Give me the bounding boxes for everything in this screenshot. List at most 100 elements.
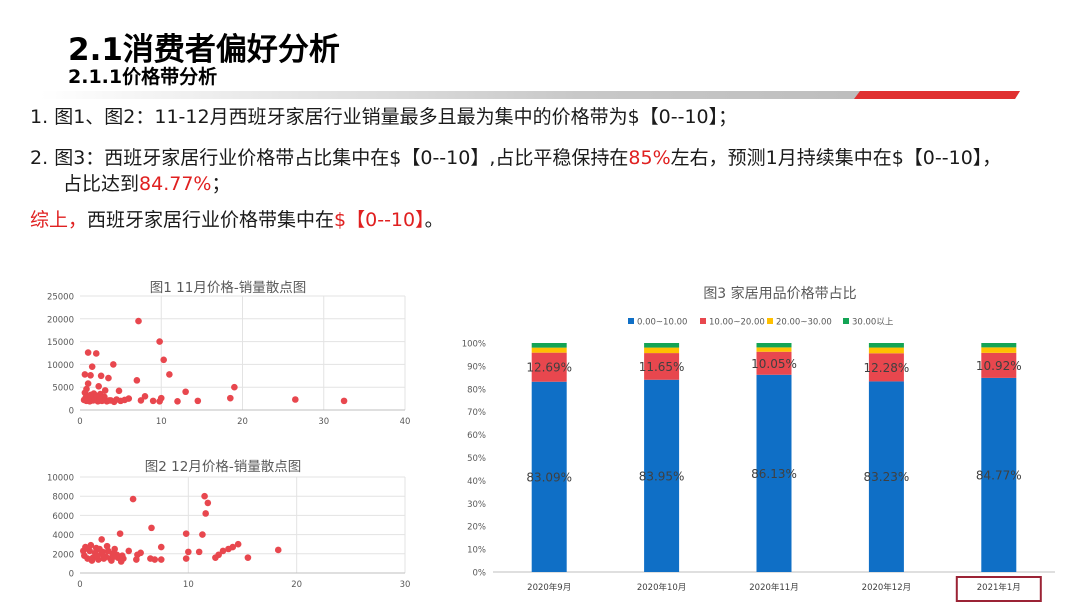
- data-point: [87, 391, 94, 399]
- legend-swatch: [700, 318, 706, 324]
- data-point: [110, 361, 117, 368]
- data-point: [225, 545, 232, 553]
- data-label: 10.92%: [976, 359, 1022, 373]
- y-tick-label: 25000: [47, 293, 74, 303]
- data-point: [292, 396, 299, 403]
- y-tick-label: 70%: [467, 408, 486, 418]
- conclusion-label: 综上，: [30, 209, 88, 231]
- data-label: 11.65%: [639, 360, 685, 374]
- data-point: [148, 524, 155, 532]
- bullet-2-text-a: 图3：西班牙家居行业价格带占比集中在$【0--10】,占比平稳保持在: [54, 147, 629, 169]
- scatter-chart-november: 图1 11月价格-销量散点图 0 5000 10000 15000 20000 25000…: [47, 280, 410, 427]
- data-label: 83.09%: [526, 470, 572, 484]
- data-point: [116, 530, 124, 537]
- data-point: [204, 499, 212, 507]
- x-tick-label: 0: [77, 580, 82, 590]
- data-point: [141, 393, 149, 400]
- y-tick-label: 10000: [47, 474, 74, 484]
- bar-segment: [981, 377, 1017, 572]
- data-point: [160, 356, 167, 364]
- bar-segment: [868, 343, 904, 348]
- data-point: [113, 396, 120, 403]
- y-tick-label: 4000: [52, 531, 74, 541]
- bar-segment: [981, 352, 1017, 378]
- data-point: [135, 317, 142, 325]
- data-point: [84, 380, 92, 387]
- data-point: [199, 531, 206, 538]
- data-point: [137, 397, 145, 404]
- conclusion-highlight: $【0--10】: [334, 209, 425, 231]
- y-tick-label: 8000: [52, 493, 74, 503]
- data-point: [82, 394, 89, 401]
- data-point: [244, 554, 252, 561]
- data-point: [120, 555, 127, 562]
- y-tick-label: 10%: [467, 546, 486, 556]
- data-point: [92, 350, 100, 357]
- data-label: 86.13%: [751, 467, 797, 481]
- y-tick-label: 40%: [467, 477, 486, 487]
- chart-title: 图3 家居用品价格带占比: [703, 285, 856, 302]
- bar-segment: [644, 347, 680, 354]
- data-point: [202, 510, 209, 517]
- legend-label: 10.00~20.00: [709, 318, 765, 328]
- data-point: [227, 394, 234, 402]
- highlight-box: [955, 576, 1042, 602]
- bar-segment: [756, 347, 792, 352]
- data-point: [96, 545, 103, 553]
- data-point: [133, 556, 140, 563]
- bar-segment: [531, 381, 567, 572]
- data-point: [182, 388, 189, 396]
- data-point: [94, 552, 101, 560]
- bullet-1-number: 1.: [30, 106, 49, 128]
- y-tick-label: 60%: [467, 431, 486, 441]
- data-point: [274, 546, 282, 554]
- page-title: 2.1消费者偏好分析: [68, 32, 340, 68]
- bullet-2-highlight-2: 84.77%: [139, 173, 212, 195]
- y-tick-label: 90%: [467, 362, 486, 372]
- data-point: [91, 396, 98, 404]
- legend-label: 30.00以上: [852, 318, 894, 328]
- data-point: [133, 377, 141, 384]
- data-point: [156, 398, 163, 405]
- bar-segment: [644, 353, 680, 380]
- bar-segment: [531, 347, 567, 353]
- bullet-1-text: 图1、图2：11-12月西班牙家居行业销量最多且最为集中的价格带为$【0--10…: [54, 106, 738, 128]
- bar-segment: [531, 352, 567, 382]
- conclusion: 综上，西班牙家居行业价格带集中在$【0--10】。: [30, 207, 444, 233]
- data-point: [95, 382, 102, 390]
- bar-segment: [868, 347, 904, 354]
- bullet-1: 1. 图1、图2：11-12月西班牙家居行业销量最多且最为集中的价格带为$【0-…: [30, 104, 737, 130]
- x-tick-label: 20: [291, 580, 302, 590]
- data-point: [182, 555, 190, 562]
- data-point: [105, 374, 112, 382]
- x-tick-label: 2020年10月: [637, 582, 686, 593]
- bullet-2-text-d: ；: [211, 173, 231, 195]
- data-point: [201, 492, 208, 500]
- bullet-2: 2. 图3：西班牙家居行业价格带占比集中在$【0--10】,占比平稳保持在85%…: [30, 145, 1001, 171]
- bullet-2-text-b: 左右，预测1月持续集中在$【0--10】，: [670, 147, 1002, 169]
- page-subtitle: 2.1.1价格带分析: [68, 66, 218, 88]
- data-point: [157, 543, 165, 551]
- legend-swatch: [628, 318, 634, 324]
- data-point: [96, 396, 103, 403]
- bar-segment: [756, 343, 792, 348]
- data-point: [156, 338, 163, 345]
- chart-title: 图2 12月价格-销量散点图: [145, 459, 301, 475]
- data-point: [166, 371, 173, 378]
- conclusion-end: 。: [424, 209, 444, 231]
- legend-label: 0.00~10.00: [637, 318, 687, 328]
- y-tick-label: 100%: [462, 340, 486, 350]
- data-point: [340, 397, 348, 405]
- bar-segment: [531, 343, 567, 348]
- bar-segment: [868, 353, 904, 382]
- x-tick-label: 20: [237, 417, 248, 427]
- bar-segment: [868, 381, 904, 572]
- y-tick-label: 15000: [47, 338, 74, 348]
- y-tick-label: 10000: [47, 361, 74, 371]
- data-point: [149, 397, 157, 405]
- bullet-2-text-c: 占比达到: [63, 173, 140, 195]
- data-label: 83.23%: [864, 470, 910, 484]
- data-point: [219, 547, 227, 555]
- x-tick-label: 2021年1月: [977, 582, 1021, 593]
- legend-swatch: [843, 318, 849, 324]
